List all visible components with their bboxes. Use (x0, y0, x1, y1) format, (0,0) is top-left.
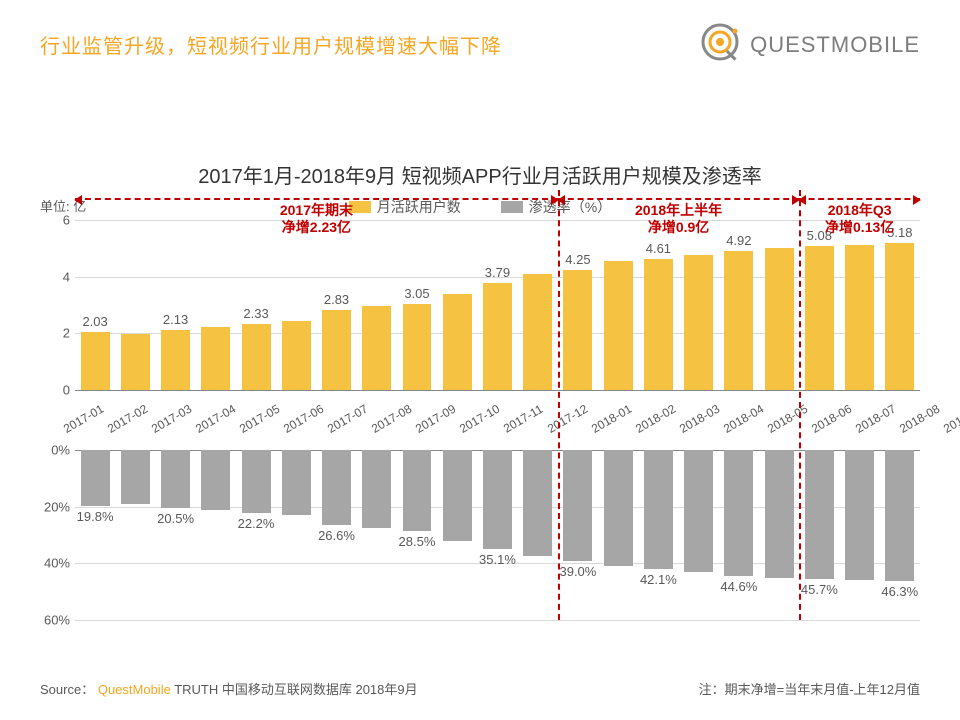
legend: 月活跃用户数 渗透率（%） (40, 197, 920, 217)
y2-tick: 40% (44, 556, 70, 571)
mau-bar: 2.83 (322, 310, 351, 390)
y2-tick: 20% (44, 499, 70, 514)
annotation-arrow (799, 198, 920, 200)
y1-tick: 6 (63, 213, 70, 228)
pen-bar (443, 450, 472, 541)
mau-bar (201, 327, 230, 390)
pen-bar-label: 20.5% (157, 511, 194, 526)
mau-bar: 4.61 (644, 259, 673, 390)
mau-bar-label: 2.03 (82, 314, 107, 329)
mau-bar: 2.33 (242, 324, 271, 390)
pen-bar-label: 42.1% (640, 572, 677, 587)
period-divider (799, 190, 801, 620)
pen-bar: 35.1% (483, 450, 512, 549)
mau-bar-label: 4.25 (565, 252, 590, 267)
annotation-arrow (75, 198, 558, 200)
pen-bar-label: 39.0% (559, 564, 596, 579)
mau-bar (121, 334, 150, 390)
mau-bar (443, 294, 472, 390)
pen-bar: 42.1% (644, 450, 673, 569)
pen-bar: 22.2% (242, 450, 271, 513)
mau-bar-label: 2.33 (243, 306, 268, 321)
y2-tick: 60% (44, 613, 70, 628)
pen-bar: 45.7% (805, 450, 834, 579)
mau-bar (604, 261, 633, 390)
pen-bar (523, 450, 552, 556)
mau-bar: 3.79 (483, 283, 512, 390)
source-suffix: TRUTH 中国移动互联网数据库 2018年9月 (174, 682, 417, 697)
pen-bar (845, 450, 874, 580)
mau-bar (684, 255, 713, 390)
mau-bar: 2.03 (81, 332, 110, 390)
mau-bar: 5.08 (805, 246, 834, 390)
mau-bar: 5.18 (885, 243, 914, 390)
annotation-arrow (558, 198, 799, 200)
legend-mau: 月活跃用户数 (349, 197, 461, 217)
pen-bar (121, 450, 150, 504)
footer-note: 注：期末净增=当年末月值-上年12月值 (699, 679, 920, 698)
mau-bar: 4.25 (563, 270, 592, 390)
y1-tick: 4 (63, 269, 70, 284)
pen-bar-label: 26.6% (318, 528, 355, 543)
pen-bar (282, 450, 311, 515)
mau-bar: 4.92 (724, 251, 753, 390)
pen-bar: 20.5% (161, 450, 190, 508)
pen-bar-label: 46.3% (881, 584, 918, 599)
pen-bar-label: 45.7% (801, 582, 838, 597)
chart: 2017年1月-2018年9月 短视频APP行业月活跃用户规模及渗透率 单位: … (40, 160, 920, 650)
mau-bar-label: 2.83 (324, 292, 349, 307)
pen-bar: 28.5% (403, 450, 432, 531)
footer: Source： QuestMobile TRUTH 中国移动互联网数据库 201… (40, 679, 920, 698)
pen-bar (201, 450, 230, 510)
mau-bar-label: 3.05 (404, 286, 429, 301)
pen-bar (604, 450, 633, 566)
pen-bar (765, 450, 794, 578)
page-title: 行业监管升级，短视频行业用户规模增速大幅下降 (40, 30, 502, 59)
chart-title: 2017年1月-2018年9月 短视频APP行业月活跃用户规模及渗透率 (40, 160, 920, 189)
gridline (75, 620, 920, 621)
y1-tick: 2 (63, 326, 70, 341)
legend-pen-label: 渗透率（%） (529, 197, 611, 217)
mau-bar (845, 245, 874, 390)
annotation-text: 2018年上半年净增0.9亿 (635, 202, 722, 236)
pen-bar-label: 19.8% (77, 509, 114, 524)
mau-bar-label: 3.79 (485, 265, 510, 280)
legend-pen-swatch (501, 201, 523, 213)
mau-bar (765, 248, 794, 390)
mau-bar-label: 4.61 (646, 241, 671, 256)
mau-bar: 3.05 (403, 304, 432, 390)
pen-bar-label: 35.1% (479, 552, 516, 567)
pen-bar (362, 450, 391, 528)
pen-bar: 26.6% (322, 450, 351, 525)
y1-tick: 0 (63, 383, 70, 398)
mau-bar (282, 321, 311, 390)
y2-tick: 0% (51, 443, 70, 458)
pen-bar: 39.0% (563, 450, 592, 561)
pen-bar: 19.8% (81, 450, 110, 506)
plot: 02460%20%40%60%2.032.132.332.833.053.794… (75, 220, 920, 650)
legend-mau-label: 月活跃用户数 (377, 197, 461, 217)
questmobile-logo-icon (698, 20, 742, 69)
brand-logo-text: QUESTMOBILE (750, 32, 920, 58)
pen-bar (684, 450, 713, 572)
pen-bar-label: 28.5% (399, 534, 436, 549)
mau-bar (362, 306, 391, 390)
pen-bar: 46.3% (885, 450, 914, 581)
period-divider (558, 190, 560, 620)
mau-bar-label: 2.13 (163, 312, 188, 327)
header: 行业监管升级，短视频行业用户规模增速大幅下降 QUESTMOBILE (0, 0, 960, 79)
brand-logo: QUESTMOBILE (698, 20, 920, 69)
pen-bar-label: 22.2% (238, 516, 275, 531)
mau-bar: 2.13 (161, 330, 190, 390)
pen-bar: 44.6% (724, 450, 753, 576)
mau-bar-label: 4.92 (726, 233, 751, 248)
gridline (75, 390, 920, 391)
annotation-text: 2017年期末净增2.23亿 (280, 202, 353, 236)
source-prefix: Source： (40, 682, 94, 697)
mau-bar (523, 274, 552, 390)
pen-bar-label: 44.6% (720, 579, 757, 594)
annotation-text: 2018年Q3净增0.13亿 (825, 202, 894, 236)
source-brand: QuestMobile (98, 682, 171, 697)
source: Source： QuestMobile TRUTH 中国移动互联网数据库 201… (40, 679, 418, 698)
